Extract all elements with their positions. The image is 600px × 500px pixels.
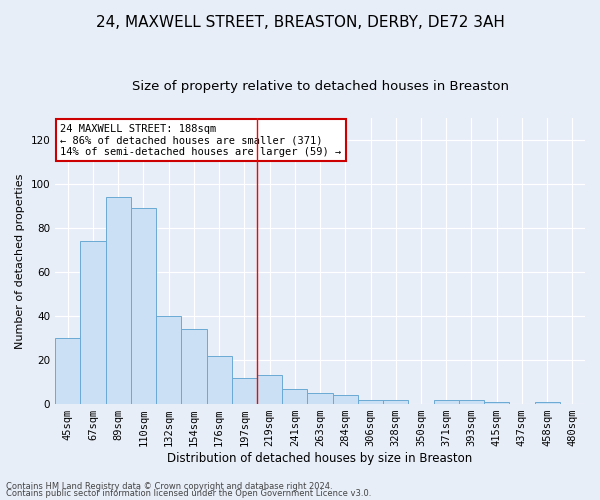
Bar xyxy=(459,400,484,404)
Bar xyxy=(282,388,307,404)
Bar xyxy=(232,378,257,404)
Text: Contains public sector information licensed under the Open Government Licence v3: Contains public sector information licen… xyxy=(6,489,371,498)
Bar xyxy=(257,376,282,404)
Y-axis label: Number of detached properties: Number of detached properties xyxy=(15,173,25,348)
Bar xyxy=(383,400,409,404)
Bar xyxy=(131,208,156,404)
Text: 24, MAXWELL STREET, BREASTON, DERBY, DE72 3AH: 24, MAXWELL STREET, BREASTON, DERBY, DE7… xyxy=(95,15,505,30)
Bar xyxy=(206,356,232,404)
Text: 24 MAXWELL STREET: 188sqm
← 86% of detached houses are smaller (371)
14% of semi: 24 MAXWELL STREET: 188sqm ← 86% of detac… xyxy=(61,124,342,156)
Bar xyxy=(106,197,131,404)
Bar xyxy=(80,241,106,404)
Bar xyxy=(55,338,80,404)
Bar xyxy=(181,329,206,404)
Title: Size of property relative to detached houses in Breaston: Size of property relative to detached ho… xyxy=(131,80,509,93)
Text: Contains HM Land Registry data © Crown copyright and database right 2024.: Contains HM Land Registry data © Crown c… xyxy=(6,482,332,491)
Bar xyxy=(434,400,459,404)
Bar xyxy=(307,393,332,404)
Bar xyxy=(358,400,383,404)
Bar xyxy=(484,402,509,404)
Bar xyxy=(156,316,181,404)
Bar xyxy=(332,396,358,404)
X-axis label: Distribution of detached houses by size in Breaston: Distribution of detached houses by size … xyxy=(167,452,473,465)
Bar xyxy=(535,402,560,404)
